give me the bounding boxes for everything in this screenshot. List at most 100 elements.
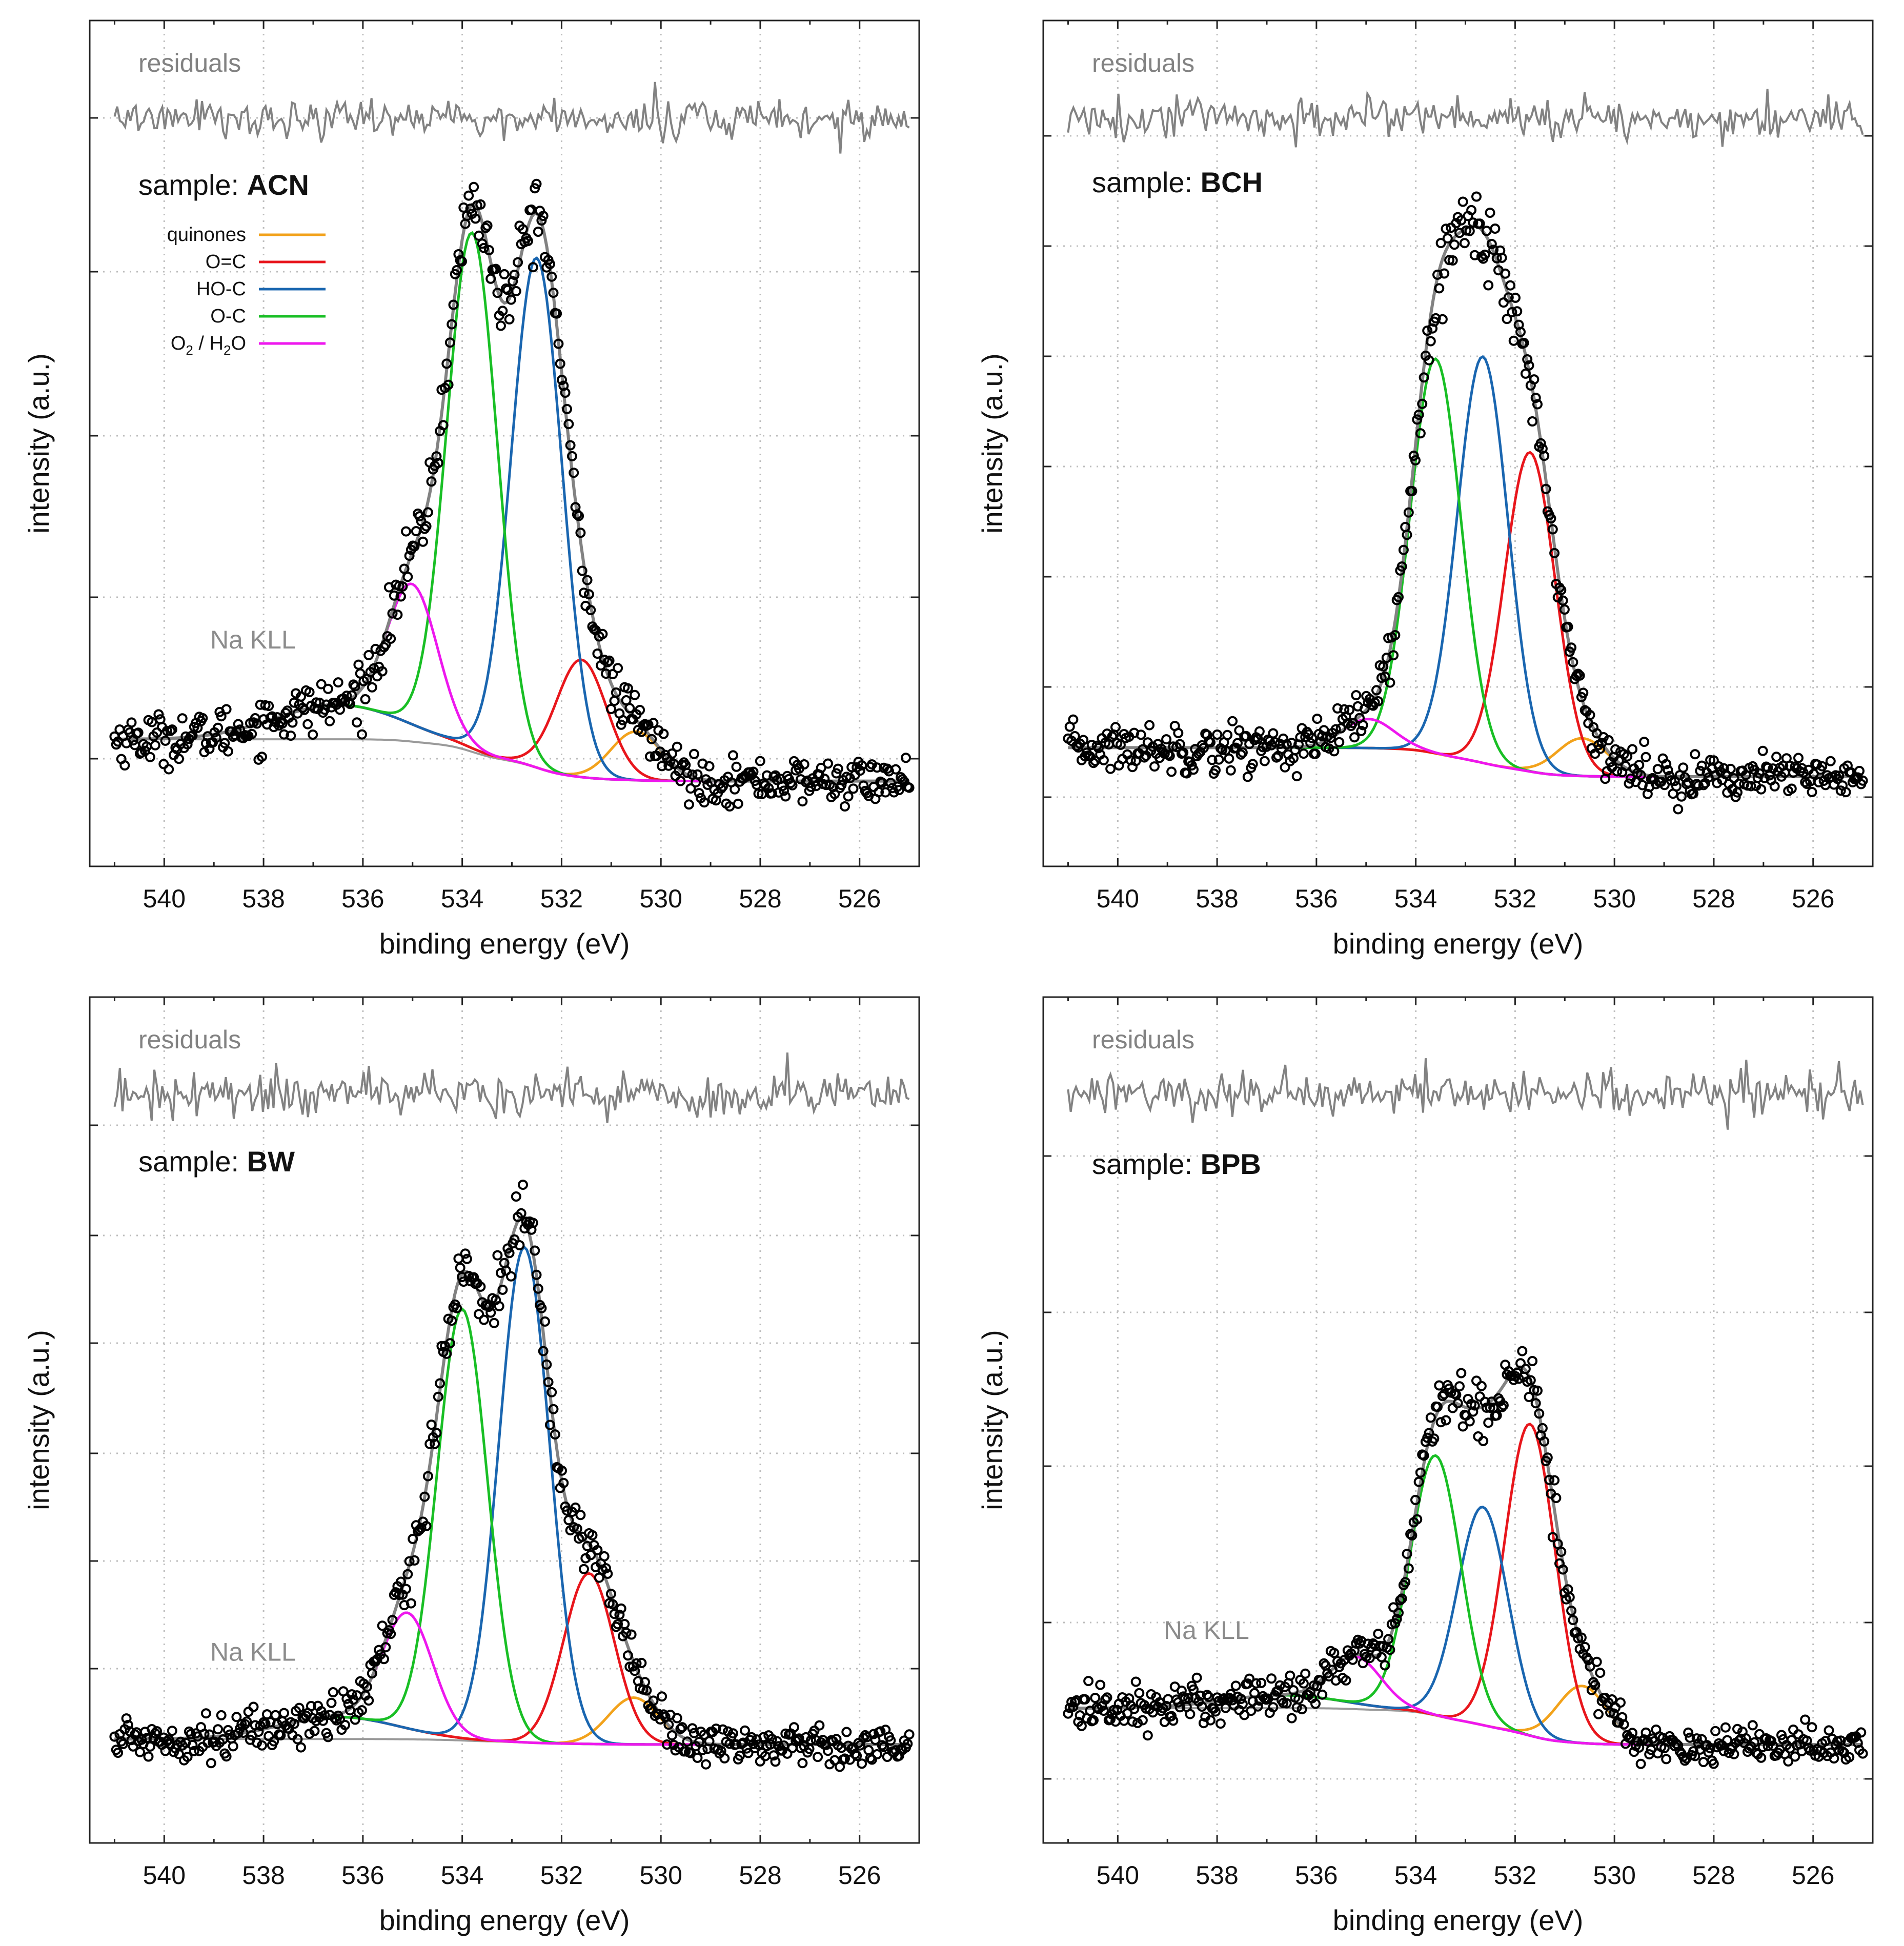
data-point: [1449, 239, 1460, 250]
data-point: [1635, 1758, 1646, 1769]
data-point: [1627, 744, 1638, 755]
data-point: [694, 1737, 704, 1748]
data-point: [635, 705, 645, 715]
data-point: [340, 1719, 350, 1730]
data-point: [1139, 752, 1150, 763]
data-point: [200, 1708, 211, 1719]
data-point: [302, 719, 313, 729]
sample-name: BW: [247, 1145, 295, 1178]
data-point: [894, 785, 904, 796]
data-point: [1483, 1417, 1494, 1428]
data-point: [1549, 1475, 1560, 1486]
data-point: [335, 1714, 345, 1725]
data-point: [1817, 761, 1828, 772]
data-point: [404, 551, 415, 561]
data-point: [419, 1491, 430, 1502]
data-point: [574, 511, 584, 521]
data-point: [1212, 729, 1223, 740]
data-point: [289, 697, 299, 708]
chart-panel-bch: 540 538 536 534 532 530 528 526 binding energy (…: [976, 19, 1874, 960]
data-point: [187, 1739, 198, 1750]
data-point: [397, 581, 408, 592]
data-point: [228, 1741, 238, 1752]
data-point: [592, 1545, 603, 1555]
data-point: [333, 677, 343, 688]
data-point: [1080, 1694, 1090, 1705]
data-point: [433, 1391, 443, 1402]
data-point: [1329, 1648, 1340, 1658]
data-point: [1063, 1708, 1073, 1719]
data-point: [797, 796, 808, 807]
data-point: [406, 1598, 416, 1609]
data-point: [553, 338, 564, 349]
data-point: [1256, 1677, 1267, 1688]
data-point: [904, 1729, 915, 1740]
grid: [1043, 997, 1873, 1843]
data-point: [1793, 753, 1804, 763]
data-point: [1690, 1751, 1700, 1761]
data-point: [813, 1752, 823, 1762]
data-point: [675, 1724, 686, 1734]
data-point: [1442, 233, 1453, 244]
data-point: [1281, 739, 1292, 749]
data-point: [1483, 280, 1494, 291]
data-point: [128, 1741, 138, 1752]
data-point: [565, 440, 576, 451]
data-point: [1410, 1494, 1421, 1505]
data-point: [1432, 269, 1443, 280]
data-point: [1673, 1740, 1684, 1751]
data-point: [392, 610, 403, 620]
data-point: [718, 781, 728, 792]
data-point: [607, 1599, 618, 1610]
data-point: [805, 1735, 816, 1746]
data-point: [1210, 765, 1221, 776]
data-point: [1286, 1713, 1297, 1724]
data-point: [1496, 1402, 1507, 1412]
grid: [1043, 21, 1873, 866]
sample-prefix: sample:: [138, 1145, 247, 1178]
data-point: [389, 590, 399, 601]
data-point: [727, 750, 738, 761]
data-point: [605, 1589, 616, 1599]
data-point: [479, 242, 489, 253]
data-point: [602, 657, 613, 667]
data-point: [401, 1584, 411, 1594]
data-point: [1351, 690, 1362, 701]
data-point: [1083, 1676, 1094, 1687]
data-point: [1266, 1673, 1277, 1684]
data-point: [843, 791, 854, 802]
data-point: [1090, 1693, 1101, 1703]
residuals-label: residuals: [138, 49, 241, 77]
data-point: [485, 1307, 496, 1318]
data-point: [1574, 670, 1585, 681]
data-point: [1076, 1720, 1087, 1731]
data-point: [1857, 775, 1868, 786]
data-point: [1332, 703, 1343, 714]
data-point: [1435, 1417, 1446, 1428]
data-point: [1142, 1730, 1153, 1741]
data-point: [113, 1748, 124, 1758]
data-point: [788, 1722, 799, 1733]
data-point: [657, 1691, 667, 1702]
data-point: [1412, 1514, 1423, 1525]
data-point: [669, 1739, 679, 1750]
data-point: [287, 717, 298, 728]
data-point: [145, 1741, 155, 1752]
data-point: [422, 507, 433, 518]
data-point: [1403, 1563, 1414, 1574]
data-point: [646, 734, 657, 744]
data-point: [402, 572, 413, 582]
data-point: [1563, 621, 1573, 632]
data-point: [1225, 765, 1236, 776]
data-point: [1335, 723, 1346, 734]
data-point: [367, 1668, 377, 1679]
x-tick-label: 536: [341, 884, 384, 913]
data-point: [863, 1745, 874, 1755]
data-point: [319, 1710, 330, 1720]
data-point: [448, 299, 459, 310]
data-point: [546, 1387, 557, 1397]
data-point: [1419, 1450, 1429, 1461]
data-point: [901, 753, 911, 763]
data-point: [1590, 1680, 1601, 1690]
data-point: [1412, 414, 1423, 425]
